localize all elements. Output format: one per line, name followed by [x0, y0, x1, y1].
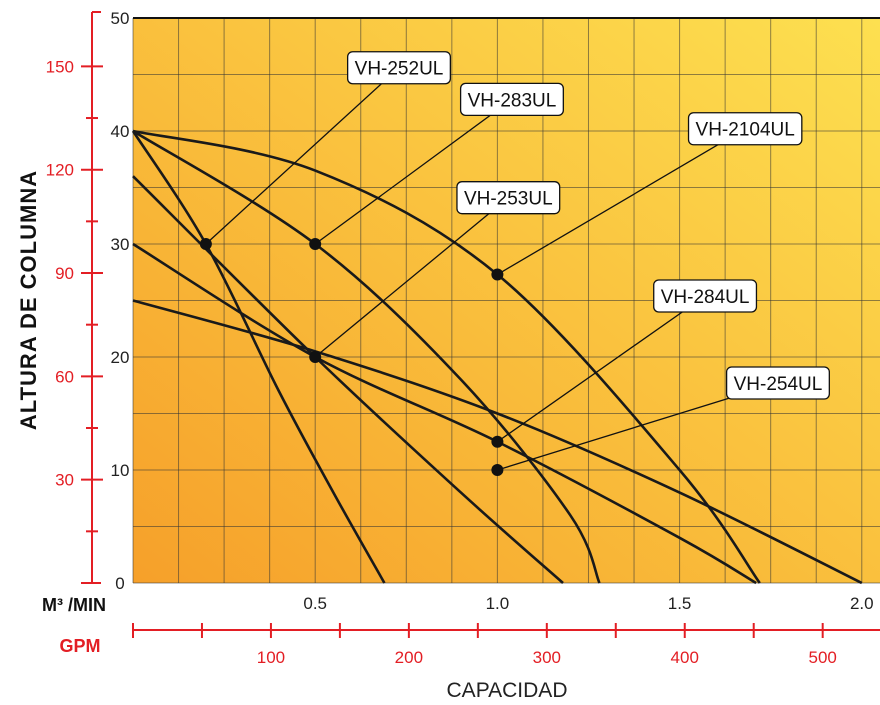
operating-point-vh-252ul	[199, 238, 212, 250]
x-tick-label-gpm: 200	[395, 648, 423, 667]
callout-label: VH-253UL	[464, 189, 553, 210]
callout-leaders-layer	[205, 67, 779, 471]
y-axis-label: ALTURA DE COLUMNA	[16, 170, 41, 430]
y-tick-label-ft: 90	[55, 264, 74, 283]
callout-box	[456, 181, 561, 215]
operating-point-vh-253ul	[309, 351, 322, 363]
callout-vh-2104ul: VH-2104UL	[687, 112, 803, 146]
callout-label: VH-254UL	[734, 374, 823, 395]
leader-line-vh-253ul	[314, 197, 509, 358]
curve-vh-284ul	[132, 242, 757, 585]
x-axis-label: CAPACIDAD	[447, 679, 568, 702]
y-tick-label-m: 10	[111, 461, 130, 480]
callout-vh-283ul: VH-283UL	[459, 82, 564, 117]
curves-layer	[131, 129, 863, 585]
operating-point-vh-283ul	[309, 238, 322, 250]
x-tick-label-gpm: 100	[257, 648, 285, 667]
y-tick-label-m: 30	[111, 235, 130, 254]
x-tick-label-gpm: 500	[808, 648, 836, 667]
leader-line-vh-2104ul	[497, 128, 746, 276]
x-tick-label-gpm: 300	[533, 648, 561, 667]
axes-layer: 30 60 90 120 150 0 10 20 30 40 50 0.5 1.0 1.5 2.0 100 20…	[46, 9, 880, 667]
x-tick-label-m3: 2.0	[850, 594, 874, 613]
y-tick-label-ft: 120	[46, 161, 74, 180]
callout-box	[725, 366, 830, 400]
y-tick-label-ft: 60	[55, 367, 74, 386]
x-tick-label-gpm: 400	[671, 648, 699, 667]
y-tick-label-m: 20	[111, 348, 130, 367]
callout-box	[687, 112, 803, 146]
axis-labels-layer: ALTURA DE COLUMNA CAPACIDAD M³ /MIN GPM	[16, 170, 567, 702]
x-tick-label-m3: 1.5	[668, 594, 692, 613]
callout-box	[459, 82, 564, 117]
x-tick-label-m3: 0.5	[303, 594, 327, 613]
leader-line-vh-283ul	[314, 98, 513, 245]
x-unit-gpm: GPM	[59, 636, 100, 656]
y-tick-label-m: 40	[111, 122, 130, 141]
curve-vh-254ul	[132, 299, 863, 585]
y-tick-label-ft: 30	[55, 471, 74, 490]
curve-vh-252ul	[131, 130, 386, 584]
leader-line-vh-284ul	[497, 295, 706, 443]
x-tick-label-m3: 1.0	[486, 594, 510, 613]
x-unit-m3min: M³ /MIN	[42, 595, 106, 615]
callout-label: VH-284UL	[661, 287, 750, 308]
operating-point-vh-2104ul	[491, 268, 504, 281]
operating-point-vh-254ul	[491, 464, 504, 476]
callout-vh-252ul: VH-252UL	[346, 51, 452, 85]
callout-label: VH-283UL	[468, 90, 557, 111]
callout-box	[653, 279, 758, 313]
operating-point-vh-284ul	[491, 435, 504, 448]
callout-vh-284ul: VH-284UL	[653, 279, 758, 313]
callout-label: VH-2104UL	[696, 120, 795, 141]
y-tick-label-ft: 150	[46, 57, 74, 76]
callout-box	[346, 51, 452, 85]
y-tick-label-m: 50	[111, 9, 130, 28]
curve-vh-283ul	[132, 129, 601, 584]
callout-vh-254ul: VH-254UL	[725, 366, 830, 400]
leader-line-vh-252ul	[205, 67, 400, 245]
callouts-layer: VH-252UL VH-283UL VH-2104UL VH-253UL VH-284U…	[346, 51, 830, 400]
callout-vh-253ul: VH-253UL	[456, 181, 561, 215]
callout-label: VH-252UL	[355, 59, 444, 80]
operating-points-layer	[199, 238, 504, 476]
y-tick-label-m: 0	[115, 574, 124, 593]
